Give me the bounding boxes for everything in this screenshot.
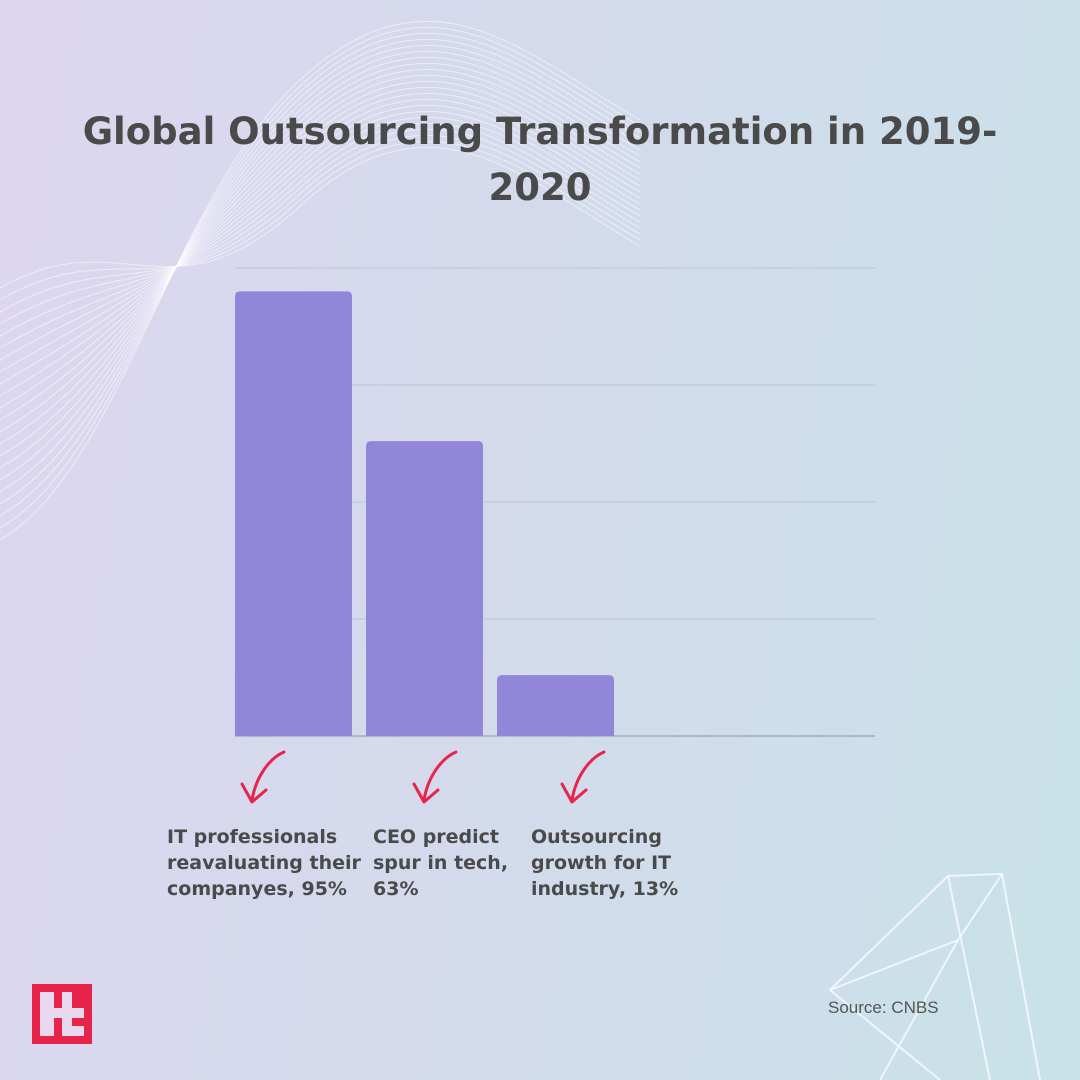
category-label-outsourcing: Outsourcing growth for IT industry, 13%: [531, 826, 679, 900]
arrow-icon: [240, 748, 290, 808]
t-logo-icon: [32, 984, 92, 1044]
chart-title: Global Outsourcing Transformation in 201…: [82, 110, 998, 209]
source-note: Source: CNBS: [828, 998, 939, 1017]
arrow-icon: [560, 748, 610, 808]
bar: [497, 675, 614, 736]
bar: [235, 291, 352, 736]
category-label-ceo: CEO predict spur in tech, 63%: [373, 826, 509, 900]
bar: [366, 441, 483, 736]
arrow-icon: [412, 748, 462, 808]
category-label-it-professionals: IT professionals reavaluating their comp…: [167, 826, 361, 900]
